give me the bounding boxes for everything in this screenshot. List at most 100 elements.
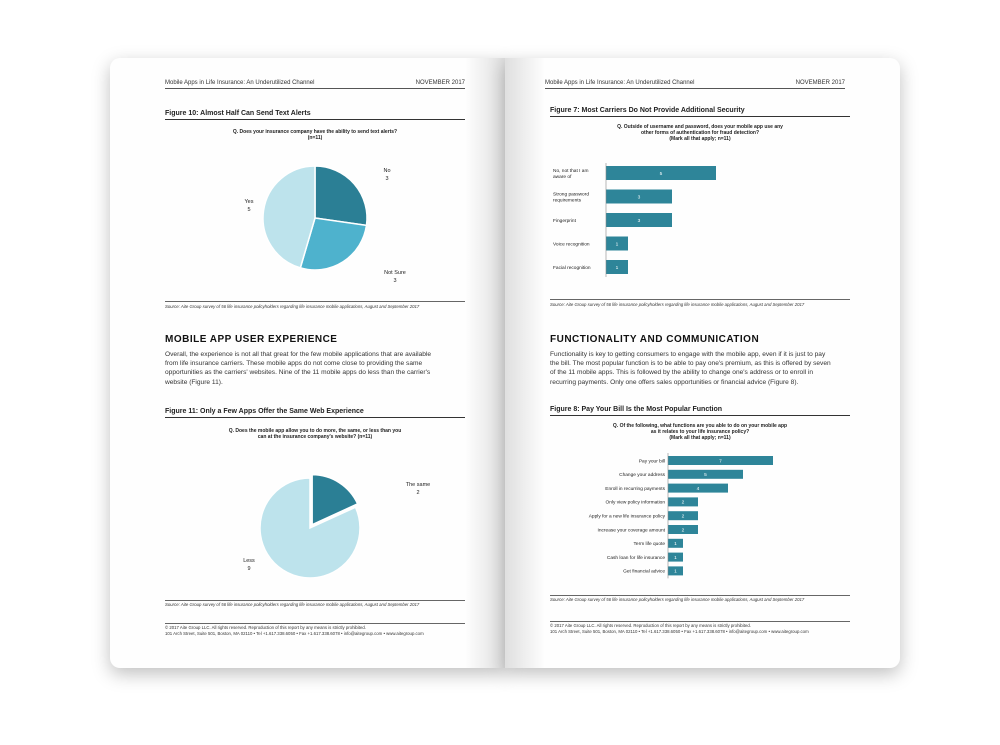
bar-voice-recognition [606, 236, 628, 251]
bar-pay-your-bill [668, 456, 773, 465]
bar-label-increase-your-coverage-amount: Increase your coverage amount [598, 527, 666, 533]
slice-value-the-same: 2 [416, 490, 419, 496]
bar-value-enroll-in-recurring-payments: 4 [697, 486, 700, 492]
bar-label-voice-recognition: Voice recognition [553, 241, 590, 247]
bar-label-facial-recognition: Facial recognition [553, 265, 591, 271]
bar-label-apply-for-a-new-life-insurance-policy: Apply for a new life insurance policy [589, 514, 666, 520]
figure-7-title: Figure 7: Most Carriers Do Not Provide A… [550, 107, 850, 117]
pie-slice-no [314, 165, 368, 227]
figure-8-bar-chart: Pay your bill 7 Change your address 5 Enroll… [589, 453, 773, 579]
section-title-functionality: FUNCTIONALITY AND COMMUNICATION [550, 334, 760, 345]
bar-label-strong-password-requirements: Strong password requirements [553, 191, 589, 203]
figure-11-question: Q. Does the mobile app allow you to do m… [170, 428, 460, 440]
bar-value-voice-recognition: 1 [616, 241, 619, 247]
figure-11-question-line-1: Q. Does the mobile app allow you to do m… [228, 428, 402, 434]
bar-increase-your-coverage-amount [668, 525, 698, 534]
figure-8-question-line-3: (Mark all that apply; n=11) [669, 435, 731, 441]
bar-label-cash-loan-for-life-insurance: Cash loan for life insurance [607, 555, 665, 561]
bar-value-cash-loan-for-life-insurance: 1 [674, 555, 677, 561]
figure-7-question-line-1: Q. Outside of username and password, doe… [617, 124, 783, 130]
para-line: Functionality is key to getting consumer… [550, 351, 826, 358]
para-line: the bill. The most popular function is t… [550, 360, 831, 368]
footer-address: 101 Arch Street, Suite 501, Boston, MA 0… [165, 631, 424, 636]
footer-address: 101 Arch Street, Suite 501, Boston, MA 0… [550, 629, 809, 634]
figure-8-source: Source: Aite Group survey of 56 life ins… [550, 597, 805, 602]
pie-slice-yes [262, 165, 316, 269]
user-experience-paragraph: Overall, the experience is not all that … [165, 350, 475, 387]
bar-label-term-life-quote: Term life quote [634, 541, 666, 547]
slice-label-not-sure: Not Sure [384, 270, 406, 276]
bar-no-not-that-i-am-aware-of [606, 166, 716, 180]
para-line: from life insurance carriers. These mobi… [165, 360, 423, 368]
header-title: Mobile Apps in Life Insurance: An Underu… [165, 80, 315, 86]
figure-11-question-line-2: can at the insurance company's website? … [257, 434, 373, 440]
figure-8-title: Figure 8: Pay Your Bill Is the Most Popu… [550, 406, 850, 416]
footer-rule [550, 621, 850, 622]
figure-8-question-line-1: Q. Of the following, what functions are … [612, 423, 788, 429]
left-page: Mobile Apps in Life Insurance: An Underu… [110, 58, 505, 668]
pie-slice-less [259, 477, 361, 579]
bar-cash-loan-for-life-insurance [668, 552, 683, 562]
para-line: opportunities as the carriers' websites.… [165, 369, 431, 377]
figure-8-question: Q. Of the following, what functions are … [555, 423, 845, 441]
slice-label-yes: Yes [245, 199, 254, 205]
bar-label-get-financial-advice: Get financial advice [623, 569, 665, 575]
bar-fingerprint [606, 213, 672, 227]
bar-value-increase-your-coverage-amount: 2 [682, 527, 685, 533]
bar-label-enroll-in-recurring-payments: Enroll in recurring payments [605, 486, 665, 492]
bar-value-facial-recognition: 1 [616, 265, 619, 271]
bar-value-only-view-policy-information: 2 [682, 500, 685, 506]
slice-value-no: 3 [385, 176, 388, 182]
running-header: Mobile Apps in Life Insurance: An Underu… [545, 80, 845, 89]
figure-11-pie-chart: The same 2 Less 9 [243, 473, 430, 579]
header-title: Mobile Apps in Life Insurance: An Underu… [545, 80, 695, 86]
bar-term-life-quote [668, 538, 683, 548]
gutter-shadow-right [505, 58, 545, 668]
bar-value-get-financial-advice: 1 [674, 569, 677, 575]
bar-value-term-life-quote: 1 [674, 541, 677, 547]
source-rule [550, 595, 850, 596]
pie-slice-not-sure [299, 217, 368, 271]
header-date: NOVEMBER 2017 [795, 80, 845, 86]
bar-value-change-your-address: 5 [704, 472, 707, 478]
footer-rule [165, 623, 465, 624]
figure-7-bar-chart: No, not that I am aware of 5 Strong passwor… [553, 163, 716, 277]
bar-label-fingerprint: Fingerprint [553, 218, 577, 224]
figure-10-source: Source: Aite Group survey of 56 life ins… [165, 304, 420, 309]
figure-7-question-line-2: other forms of authentication for fraud … [640, 130, 760, 136]
footer-copyright: © 2017 Aite Group LLC. All rights reserv… [165, 625, 366, 630]
source-rule [165, 301, 465, 302]
figure-10-title: Figure 10: Almost Half Can Send Text Ale… [165, 110, 465, 120]
figure-10-question: Q. Does your insurance company have the … [170, 129, 460, 141]
bar-label-change-your-address: Change your address [619, 472, 665, 478]
bar-apply-for-a-new-life-insurance-policy [668, 511, 698, 521]
functionality-paragraph: Functionality is key to getting consumer… [550, 350, 865, 387]
figure-11-title: Figure 11: Only a Few Apps Offer the Sam… [165, 408, 465, 418]
slice-label-less: Less [243, 558, 255, 564]
bar-label-pay-your-bill: Pay your bill [639, 458, 665, 464]
source-rule [550, 299, 850, 300]
bar-label-no-not-that-i-am-aware-of: No, not that I am aware of [553, 168, 588, 180]
figure-7-source: Source: Aite Group survey of 56 life ins… [550, 302, 805, 307]
slice-value-not-sure: 3 [393, 278, 396, 284]
slice-value-less: 9 [247, 566, 250, 572]
para-line: of the 11 mobile apps. This is followed … [550, 369, 814, 377]
header-date: NOVEMBER 2017 [415, 80, 465, 86]
bar-value-fingerprint: 3 [638, 218, 641, 224]
bar-label-only-view-policy-information: Only view policy information [606, 500, 666, 506]
slice-label-no: No [383, 168, 390, 174]
bar-facial-recognition [606, 260, 628, 274]
bar-strong-password-requirements [606, 189, 672, 204]
source-rule [165, 600, 465, 601]
para-line: website (Figure 11). [165, 378, 223, 386]
bar-change-your-address [668, 469, 743, 479]
right-page: Mobile Apps in Life Insurance: An Underu… [505, 58, 900, 668]
running-header: Mobile Apps in Life Insurance: An Underu… [165, 80, 465, 89]
para-line: recurring payments. Only one offers sale… [550, 378, 799, 386]
figure-11-source: Source: Aite Group survey of 56 life ins… [165, 602, 420, 607]
bar-enroll-in-recurring-payments [668, 483, 728, 493]
figure-7-question: Q. Outside of username and password, doe… [555, 124, 845, 142]
bar-get-financial-advice [668, 566, 683, 576]
section-title-user-experience: MOBILE APP USER EXPERIENCE [165, 334, 338, 345]
